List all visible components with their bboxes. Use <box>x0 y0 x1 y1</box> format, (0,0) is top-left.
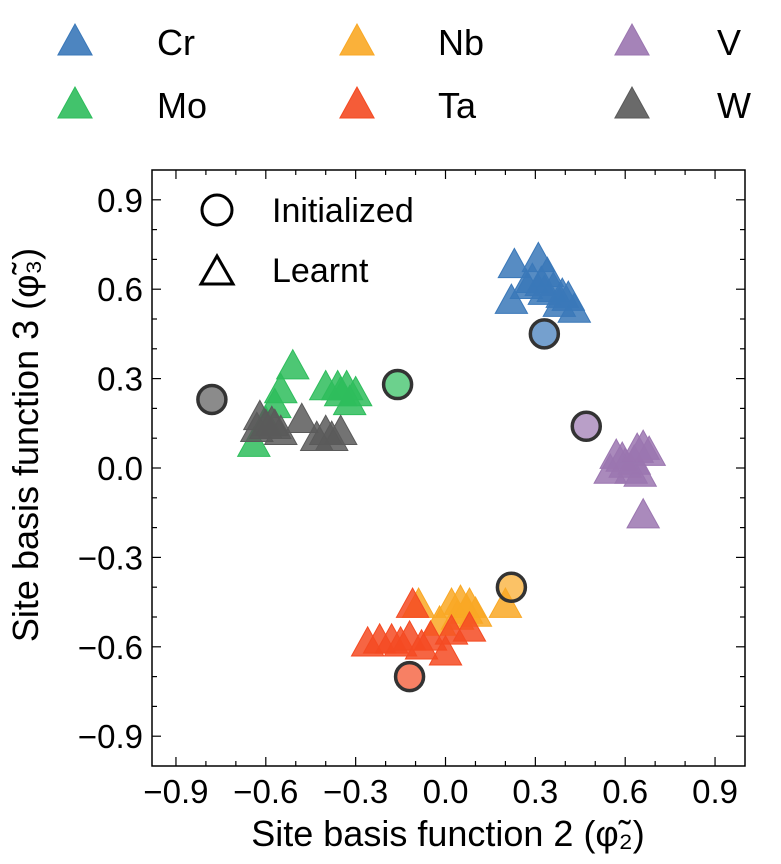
y-tick-label: −0.3 <box>78 539 143 576</box>
axis-ticks <box>152 170 745 766</box>
x-tick-label: −0.3 <box>323 773 388 810</box>
initialized-legend-label: Initialized <box>272 192 414 230</box>
x-axis-title: Site basis function 2 (φ̃₂) <box>251 813 645 854</box>
learnt-point-v <box>620 432 655 463</box>
learnt-point-v <box>626 497 661 529</box>
legend-label-ta: Ta <box>438 85 477 126</box>
learnt-point-mo <box>320 369 355 401</box>
learnt-point-w <box>299 420 334 451</box>
legend-marker-nb <box>339 22 375 56</box>
learnt-point-ta <box>404 628 439 660</box>
y-tick-label: −0.6 <box>78 629 143 666</box>
x-tick-label: −0.6 <box>233 773 298 810</box>
initialized-point-cr <box>528 318 561 350</box>
x-tick-label: 0.6 <box>602 773 648 810</box>
learnt-legend-label: Learnt <box>272 252 369 290</box>
y-tick-label: −0.9 <box>78 718 143 755</box>
y-tick-label: 0.6 <box>97 271 143 308</box>
learnt-point-cr <box>524 265 559 296</box>
learnt-point-ta <box>452 610 487 642</box>
element-legend: Cr Nb V Mo Ta W <box>57 22 751 126</box>
initialized-point-v <box>570 410 603 443</box>
legend-label-v: V <box>717 22 741 63</box>
legend-label-mo: Mo <box>157 85 207 126</box>
legend-marker-w <box>614 85 650 119</box>
learnt-point-w <box>284 402 319 434</box>
plot-area-frame <box>151 169 746 767</box>
x-tick-label: 0.9 <box>692 773 738 810</box>
learnt-point-ta <box>395 587 430 618</box>
data-points <box>196 241 667 693</box>
x-tick-label: 0.3 <box>512 773 558 810</box>
legend-marker-ta <box>339 85 375 119</box>
y-tick-label: 0.0 <box>97 450 143 487</box>
initialized-point-mo <box>381 368 414 401</box>
learnt-point-cr <box>557 292 592 323</box>
y-tick-label: 0.9 <box>97 182 143 219</box>
legend-marker-cr <box>57 22 93 56</box>
initialized-point-ta <box>393 660 426 693</box>
learnt-point-w <box>323 414 358 445</box>
x-tick-label: 0.0 <box>423 773 469 810</box>
legend-label-w: W <box>717 85 751 126</box>
legend-marker-v <box>614 22 650 56</box>
learnt-point-cr <box>494 283 529 314</box>
axis-titles: Site basis function 2 (φ̃₂) Site basis fu… <box>5 248 645 854</box>
legend-label-nb: Nb <box>438 22 484 63</box>
axis-tick-labels: −0.9 −0.6 −0.3 0.0 0.3 0.6 0.9 −0.9 −0.6 −0.3 0.0 0… <box>78 182 738 810</box>
learnt-point-mo <box>275 348 310 380</box>
learnt-point-w <box>254 405 289 437</box>
y-axis-title: Site basis function 3 (φ̃₃) <box>5 248 46 642</box>
y-tick-label: 0.3 <box>97 361 143 398</box>
x-tick-label: −0.9 <box>143 773 208 810</box>
initialized-point-w <box>196 383 228 416</box>
legend-marker-mo <box>57 85 93 119</box>
learnt-legend-marker <box>198 252 236 286</box>
marker-legend: Initialized Learnt <box>198 192 414 290</box>
legend-label-cr: Cr <box>157 22 195 63</box>
initialized-point-nb <box>495 571 528 603</box>
initialized-legend-marker <box>200 193 234 227</box>
